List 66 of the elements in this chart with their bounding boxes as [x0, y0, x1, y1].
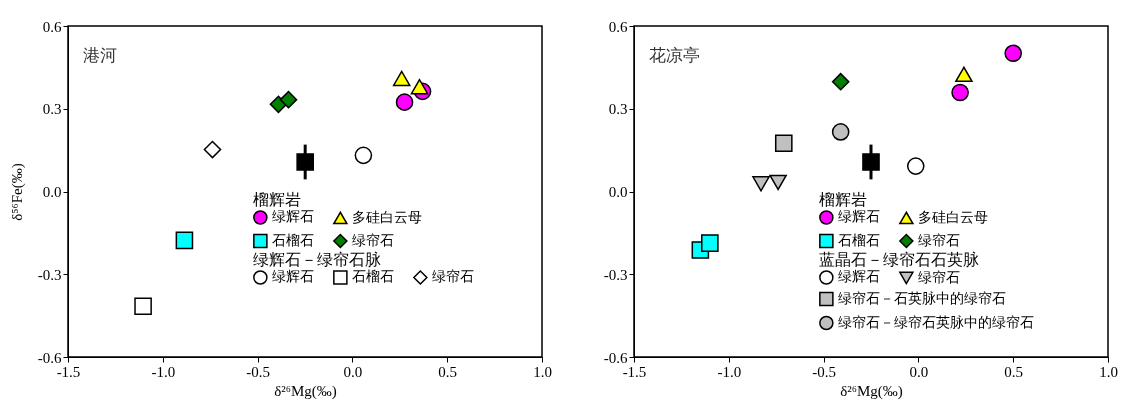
legend-label: 绿辉石 [837, 269, 880, 285]
point [279, 90, 298, 109]
x-tick-label: -1.0 [151, 363, 176, 380]
point [831, 72, 850, 91]
y-tick-label: -0.6 [603, 349, 628, 366]
legend-label: 绿帘石 [351, 233, 394, 248]
x-tick-label: 1.0 [1099, 363, 1118, 380]
x-tick-label: 0.5 [438, 363, 458, 380]
y-tick-label: 0.6 [608, 18, 628, 35]
point [134, 297, 152, 316]
point [203, 140, 222, 159]
x-axis-title: δ²⁶Mg(‰) [840, 382, 903, 400]
x-tick-label: -0.5 [812, 363, 836, 380]
legend-label: 绿帘石 [917, 269, 960, 285]
legend-label: 绿帘石－绿帘石英脉中的绿帘石 [837, 315, 1034, 330]
x-tick-label: -1.0 [717, 363, 742, 380]
legend-label: 绿辉石 [271, 269, 314, 285]
text: 花凉亭 [649, 46, 700, 65]
x-tick-label: 0.5 [1004, 363, 1024, 380]
point [1004, 44, 1023, 63]
point [862, 153, 880, 171]
point [769, 174, 787, 191]
y-tick-label: 0.0 [42, 184, 62, 200]
point [906, 157, 925, 175]
point [752, 176, 770, 192]
text: 港河 [83, 46, 117, 65]
point [951, 83, 969, 102]
x-tick-label: -1.5 [56, 363, 81, 380]
y-axis-title: δ⁵⁶Fe(‰) [8, 163, 26, 221]
text: 绿辉石－绿帘石脉 [252, 250, 381, 268]
legend-label: 绿帘石 [917, 233, 960, 248]
legend-label: 多硅白云母 [917, 209, 988, 225]
point [354, 146, 373, 165]
point [831, 123, 850, 141]
y-tick-label: 0.0 [608, 184, 628, 200]
x-tick-label: 0.0 [909, 363, 929, 380]
point [296, 153, 314, 171]
legend-label: 绿辉石 [271, 209, 314, 225]
legend-label: 石榴石 [351, 269, 394, 285]
point [410, 78, 429, 95]
y-tick-label: -0.6 [37, 349, 62, 366]
y-tick-label: 0.3 [42, 101, 62, 118]
x-tick-label: 0.0 [343, 363, 363, 380]
point [392, 70, 411, 87]
x-axis-title: δ²⁶Mg(‰) [274, 382, 337, 400]
y-tick-label: 0.3 [608, 101, 628, 118]
text: 榴辉岩 [252, 190, 301, 208]
y-tick-label: -0.3 [37, 266, 62, 283]
point [774, 134, 793, 153]
legend-label: 绿帘石－石英脉中的绿帘石 [837, 291, 1006, 306]
x-tick-label: -1.5 [622, 363, 647, 380]
legend-label: 石榴石 [837, 233, 880, 248]
point [955, 66, 973, 82]
text: 榴辉岩 [818, 190, 867, 208]
y-tick-label: 0.6 [42, 18, 62, 35]
legend-label: 多硅白云母 [351, 209, 422, 225]
x-tick-label: -0.5 [246, 363, 270, 380]
point [395, 93, 414, 111]
legend-label: 石榴石 [271, 233, 314, 248]
point [175, 231, 194, 250]
legend-label: 绿辉石 [837, 209, 880, 225]
legend-label: 绿帘石 [431, 269, 474, 285]
text: 蓝晶石－绿帘石石英脉 [818, 250, 979, 268]
point [701, 234, 719, 252]
x-tick-label: 1.0 [533, 363, 552, 380]
y-tick-label: -0.3 [603, 266, 628, 283]
